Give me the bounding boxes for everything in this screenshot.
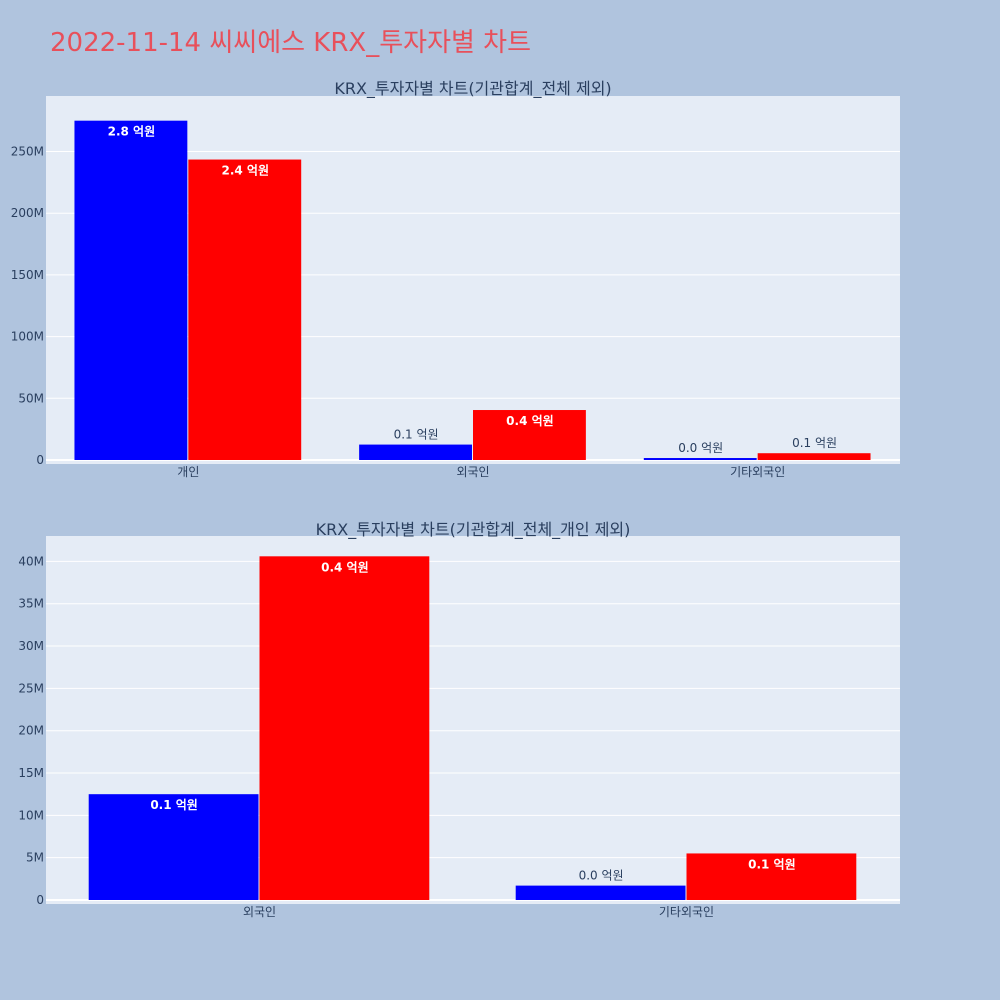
bar [473,410,586,460]
page-title: 2022-11-14 씨씨에스 KRX_투자자별 차트 [50,28,532,58]
bar [359,444,472,460]
data-label: 0.4 억원 [321,560,369,574]
bar [757,453,871,460]
y-tick-label: 150M [11,268,44,282]
x-tick-label: 기타외국인 [730,465,785,479]
chart-title: KRX_투자자별 차트(기관합계_전체 제외) [334,79,611,99]
y-tick-label: 200M [11,206,44,220]
data-label: 0.0 억원 [579,869,624,883]
x-tick-label: 기타외국인 [659,905,714,919]
data-label: 0.4 억원 [506,414,554,428]
bar [515,885,686,900]
x-tick-label: 외국인 [456,465,489,479]
x-tick-label: 외국인 [243,905,276,919]
data-label: 0.1 억원 [394,428,439,442]
bar [88,794,259,900]
y-tick-label: 50M [18,391,44,405]
data-label: 0.1 억원 [792,436,837,450]
x-tick-label: 개인 [177,465,199,479]
y-tick-label: 25M [18,681,44,695]
y-tick-label: 15M [18,766,44,780]
y-tick-label: 35M [18,597,44,611]
chart-bottom: 0 5M 10M 15M 20M 25M 30M 35M 40M KRX_투자자별 차트(기관합계… [18,520,900,919]
y-tick-label: 100M [11,330,44,344]
bar [643,458,757,460]
data-label: 0.0 억원 [678,441,723,455]
data-label: 0.1 억원 [748,857,796,871]
data-label: 2.4 억원 [222,164,270,178]
data-label: 2.8 억원 [108,125,156,139]
y-tick-label: 5M [26,851,44,865]
bar [188,159,302,460]
y-tick-label: 250M [11,145,44,159]
y-tick-label: 30M [18,639,44,653]
bar [259,556,430,900]
y-tick-label: 0 [36,893,44,907]
y-tick-label: 40M [18,554,44,568]
bar [686,853,857,900]
y-tick-label: 20M [18,724,44,738]
y-tick-label: 10M [18,808,44,822]
chart-top: 0 50M 100M 150M 200M 250M KRX_투자자별 차트(기관합계_전체 … [11,79,900,479]
chart-title: KRX_투자자별 차트(기관합계_전체_개인 제외) [316,520,631,540]
data-label: 0.1 억원 [150,798,198,812]
bar [74,120,188,460]
y-tick-label: 0 [36,453,44,467]
